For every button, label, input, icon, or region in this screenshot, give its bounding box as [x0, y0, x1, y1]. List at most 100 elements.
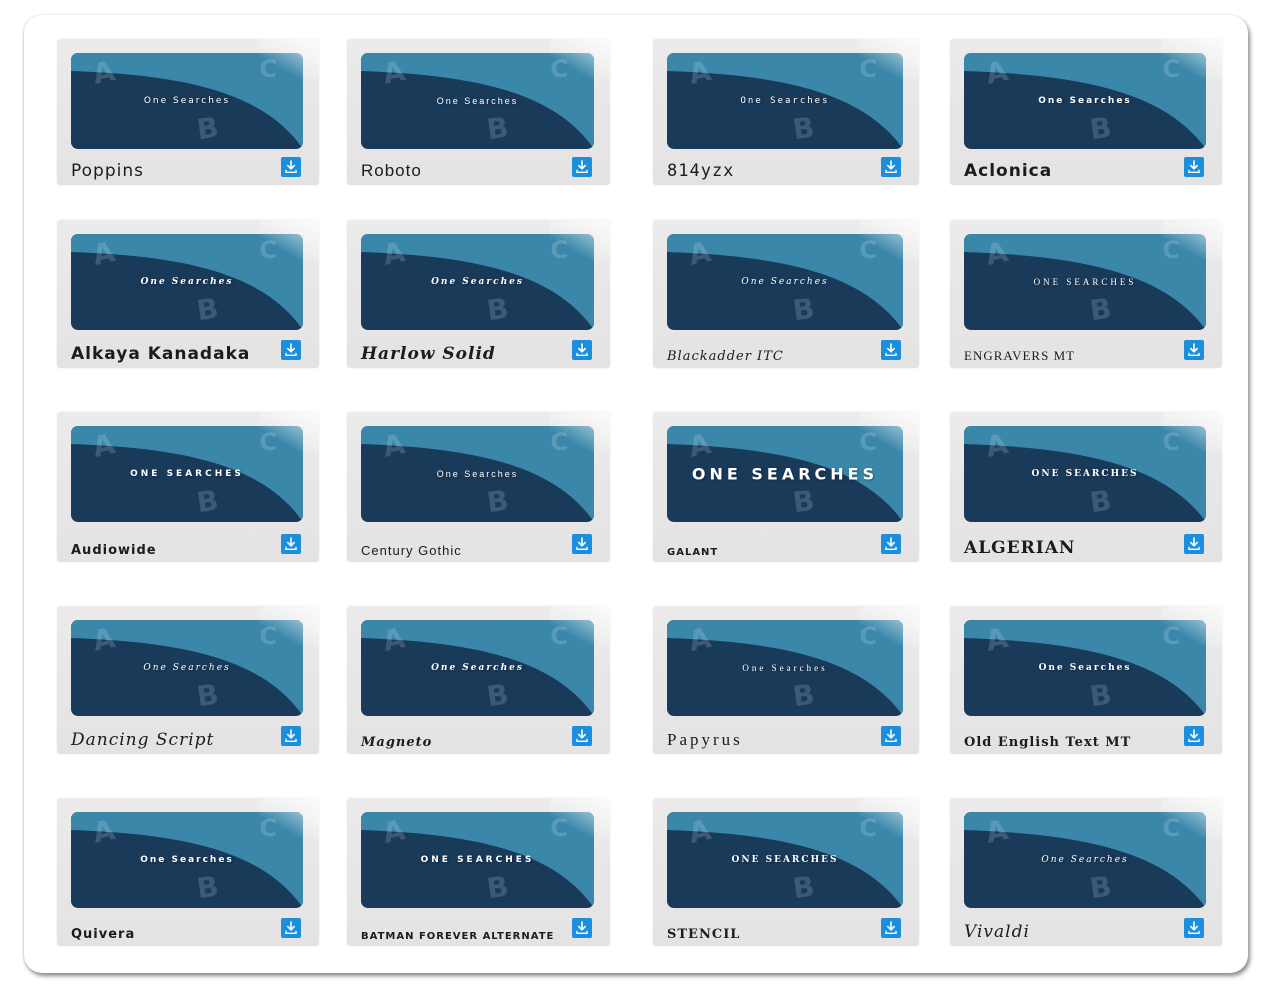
font-card-magneto: A B C One Searches Magneto [347, 606, 610, 754]
banner-letter-c: C [259, 622, 277, 650]
banner-letter-c: C [1162, 236, 1180, 264]
download-icon [576, 160, 588, 173]
font-sample-text: One Searches [742, 663, 828, 673]
font-preview-banner: A B C One Searches [964, 812, 1206, 908]
font-sample-text: One Searches [1038, 663, 1132, 673]
download-icon [285, 537, 297, 550]
download-button[interactable] [1184, 726, 1204, 746]
download-button[interactable] [1184, 534, 1204, 554]
download-button[interactable] [881, 534, 901, 554]
download-button[interactable] [881, 918, 901, 938]
banner-wave-shape [71, 234, 303, 330]
font-preview-banner: A B C One Searches [361, 53, 594, 149]
font-name-label: Audiowide [71, 543, 157, 558]
banner-letter-b: B [194, 110, 221, 147]
download-icon [885, 921, 897, 934]
font-sample-text: One Searches [140, 277, 234, 287]
banner-letter-c: C [550, 428, 568, 456]
banner-wave-shape [667, 812, 903, 908]
font-sample-text: One Searches [143, 96, 231, 106]
banner-letter-c: C [259, 428, 277, 456]
download-button[interactable] [1184, 340, 1204, 360]
font-preview-banner: A B C One Searches [667, 53, 903, 149]
banner-wave-shape [667, 620, 903, 716]
font-card-harlow-solid: A B C One Searches Harlow Solid [347, 220, 610, 368]
font-card-galant: A B C ONE SEARCHES GALANT [653, 412, 919, 562]
font-name-label: ALGERIAN [964, 538, 1076, 558]
banner-letter-c: C [550, 236, 568, 264]
banner-letter-c: C [1162, 55, 1180, 83]
banner-letter-b: B [194, 483, 221, 520]
download-button[interactable] [881, 340, 901, 360]
banner-wave-shape [71, 620, 303, 716]
download-button[interactable] [1184, 157, 1204, 177]
font-sample-text: One Searches [740, 96, 830, 106]
font-name-label: STENCIL [667, 927, 741, 942]
banner-letter-b: B [1087, 291, 1114, 328]
font-card-engravers-mt: A B C ONE SEARCHES ENGRAVERS MT [950, 220, 1222, 368]
banner-letter-b: B [1087, 869, 1114, 906]
font-name-label: Century Gothic [361, 543, 462, 558]
font-sample-text: One Searches [436, 96, 519, 106]
download-button[interactable] [281, 157, 301, 177]
download-button[interactable] [281, 340, 301, 360]
font-sample-text: One Searches [431, 663, 524, 673]
font-card-poppins: A B C One Searches Poppins [57, 39, 319, 185]
font-name-label: Aclonica [964, 161, 1053, 181]
download-icon [1188, 921, 1200, 934]
banner-wave-shape [964, 53, 1206, 149]
download-button[interactable] [281, 534, 301, 554]
font-card-dancing-script: A B C One Searches Dancing Script [57, 606, 319, 754]
download-button[interactable] [881, 157, 901, 177]
banner-wave-shape [71, 812, 303, 908]
banner-wave-shape [361, 234, 594, 330]
banner-wave-shape [71, 426, 303, 522]
download-icon [1188, 343, 1200, 356]
download-icon [285, 921, 297, 934]
font-preview-banner: A B C One Searches [964, 620, 1206, 716]
font-preview-banner: A B C ONE SEARCHES [964, 234, 1206, 330]
download-button[interactable] [572, 340, 592, 360]
download-button[interactable] [281, 918, 301, 938]
download-button[interactable] [881, 726, 901, 746]
font-preview-banner: A B C One Searches [361, 234, 594, 330]
banner-wave-shape [361, 426, 594, 522]
font-name-label: Poppins [71, 161, 144, 181]
download-button[interactable] [572, 918, 592, 938]
banner-letter-c: C [259, 236, 277, 264]
download-icon [576, 343, 588, 356]
banner-wave-shape [361, 53, 594, 149]
banner-letter-c: C [1162, 814, 1180, 842]
font-preview-banner: A B C One Searches [71, 53, 303, 149]
banner-letter-b: B [790, 483, 817, 520]
banner-letter-c: C [1162, 622, 1180, 650]
download-icon [285, 160, 297, 173]
download-button[interactable] [572, 726, 592, 746]
banner-letter-b: B [194, 869, 221, 906]
download-button[interactable] [1184, 918, 1204, 938]
banner-letter-b: B [484, 677, 511, 714]
font-preview-banner: A B C One Searches [71, 620, 303, 716]
banner-wave-shape [964, 426, 1206, 522]
font-preview-banner: A B C One Searches [71, 812, 303, 908]
download-icon [1188, 537, 1200, 550]
font-card-aclonica: A B C One Searches Aclonica [950, 39, 1222, 185]
font-card-quivera: A B C One Searches Quivera [57, 798, 319, 946]
font-card-alkaya-kanadaka: A B C One Searches Alkaya Kanadaka [57, 220, 319, 368]
banner-letter-c: C [1162, 428, 1180, 456]
font-sample-text: ONE SEARCHES [1031, 469, 1139, 479]
font-name-label: Harlow Solid [361, 344, 496, 364]
download-icon [885, 343, 897, 356]
download-button[interactable] [281, 726, 301, 746]
font-name-label: Alkaya Kanadaka [71, 344, 251, 364]
banner-letter-c: C [259, 814, 277, 842]
banner-letter-c: C [859, 236, 877, 264]
font-sample-text: ONE SEARCHES [691, 464, 879, 484]
download-button[interactable] [572, 157, 592, 177]
font-sample-text: One Searches [143, 663, 231, 673]
font-sample-text: One Searches [431, 277, 524, 287]
font-preview-banner: A B C One Searches [667, 620, 903, 716]
download-button[interactable] [572, 534, 592, 554]
font-preview-banner: A B C ONE SEARCHES [667, 812, 903, 908]
font-sample-text: One Searches [130, 469, 244, 479]
